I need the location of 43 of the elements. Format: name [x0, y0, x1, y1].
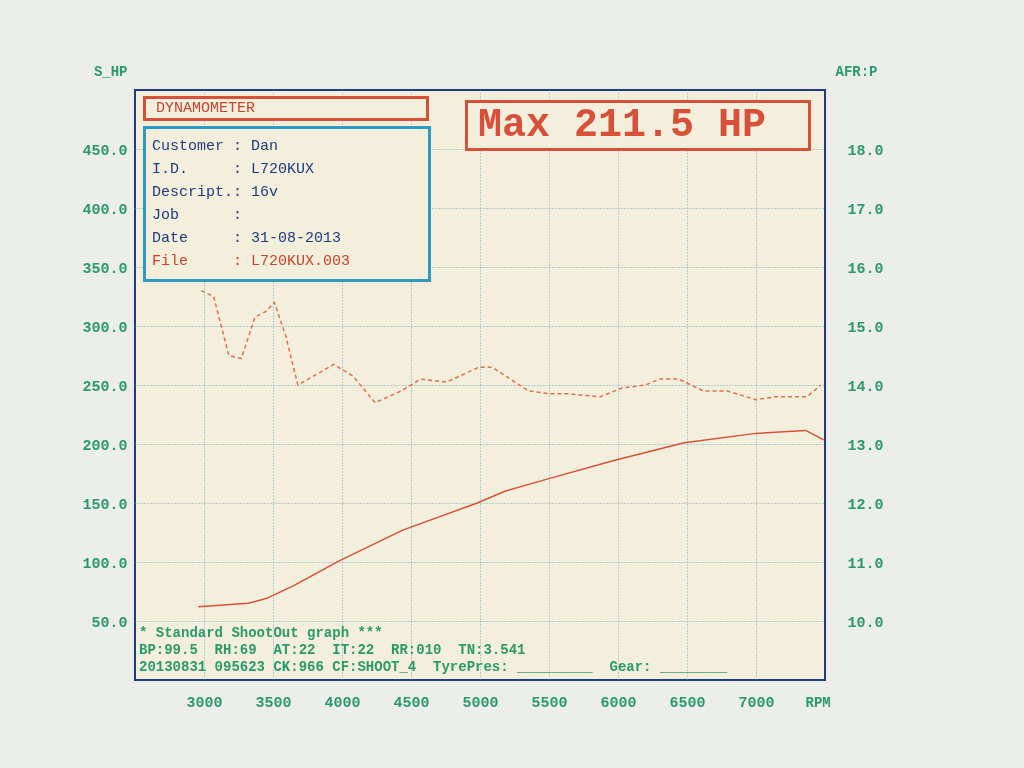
- y2-tick-label: 14.0: [847, 378, 884, 396]
- annotation: File : L720KUX.003: [152, 252, 352, 272]
- y-tick-label: 50.0: [91, 614, 128, 632]
- annotation: I.D. : L720KUX: [152, 160, 316, 180]
- y-axis-title: S_HP: [93, 63, 128, 80]
- y-tick-label: 450.0: [82, 142, 128, 160]
- x-tick-label: 3000: [186, 694, 223, 712]
- y-tick-label: 350.0: [82, 260, 128, 278]
- y2-tick-label: 18.0: [847, 142, 884, 160]
- title-frame: DYNAMOMETER: [143, 96, 429, 121]
- line-series: [200, 289, 822, 404]
- annotation: 20130831 095623 CK:966 CF:SHOOT_4 TyrePres: _________ Gear: ________: [139, 659, 728, 676]
- x-tick-label: 7000: [738, 694, 775, 712]
- y-tick-label: 400.0: [82, 201, 128, 219]
- x-tick-label: 5000: [462, 694, 499, 712]
- y2-tick-label: 10.0: [847, 614, 884, 632]
- y2-axis-title: AFR:P: [835, 63, 878, 80]
- x-tick-label: 4000: [324, 694, 361, 712]
- y2-tick-label: 12.0: [847, 496, 884, 514]
- annotation: * Standard ShootOut graph ***: [139, 625, 384, 642]
- y-tick-label: 300.0: [82, 319, 128, 337]
- max-frame: Max 211.5 HP: [465, 100, 811, 151]
- annotation: Date : 31-08-2013: [152, 229, 343, 249]
- y2-tick-label: 13.0: [847, 437, 884, 455]
- x-tick-label: 5500: [531, 694, 568, 712]
- annotation: Customer : Dan: [152, 137, 280, 157]
- y-tick-label: 100.0: [82, 555, 128, 573]
- y-tick-label: 150.0: [82, 496, 128, 514]
- annotation: Descript.: 16v: [152, 183, 280, 203]
- y2-tick-label: 16.0: [847, 260, 884, 278]
- x-tick-label: 6500: [669, 694, 706, 712]
- y2-tick-label: 11.0: [847, 555, 884, 573]
- y2-tick-label: 15.0: [847, 319, 884, 337]
- x-tick-label: 6000: [600, 694, 637, 712]
- annotation: BP:99.5 RH:69 AT:22 IT:22 RR:010 TN:3.541: [139, 642, 527, 659]
- x-tick-label: 3500: [255, 694, 292, 712]
- x-axis-title: RPM: [805, 694, 831, 711]
- x-tick-label: 4500: [393, 694, 430, 712]
- line-series: [197, 429, 825, 608]
- y-tick-label: 250.0: [82, 378, 128, 396]
- annotation: Job :: [152, 206, 243, 226]
- y-tick-label: 200.0: [82, 437, 128, 455]
- y2-tick-label: 17.0: [847, 201, 884, 219]
